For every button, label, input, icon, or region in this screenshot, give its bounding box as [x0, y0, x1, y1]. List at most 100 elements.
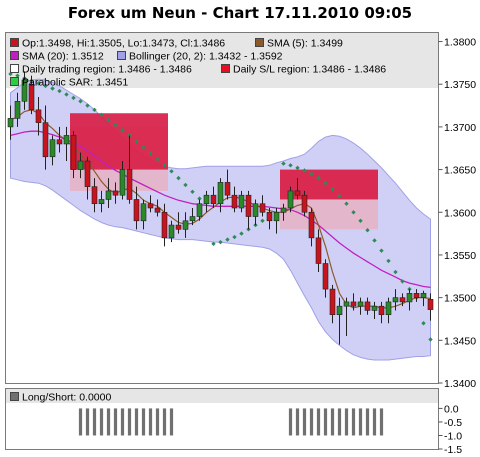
candle-body [49, 139, 56, 158]
price-tick-label: 1.3650 [444, 165, 476, 177]
candle-body [63, 135, 70, 145]
longshort-bar [106, 408, 111, 436]
sar-point [218, 239, 223, 245]
candle [42, 105, 49, 170]
longshort-bar [127, 408, 132, 436]
sub-legend-label: Long/Short: 0.0000 [22, 392, 111, 404]
sar-point [288, 163, 293, 168]
candle [364, 297, 371, 315]
sar-point [358, 218, 363, 224]
candle [315, 229, 322, 273]
sar-point [316, 175, 321, 181]
candle-body [182, 220, 189, 230]
longshort-bar [85, 408, 90, 436]
sub-legend-background [6, 389, 438, 403]
candles-layer [7, 71, 434, 345]
candle-body [21, 79, 28, 102]
longshort-bar [155, 408, 160, 436]
candle [371, 301, 378, 319]
candle [399, 293, 406, 307]
candle [252, 199, 259, 226]
candle-body [343, 301, 350, 307]
longshort-bar [358, 408, 363, 436]
candle-body [133, 199, 140, 222]
candle [91, 178, 98, 213]
candle [378, 301, 385, 324]
longshort-bar [99, 408, 104, 436]
price-tick-label: 1.3400 [444, 378, 476, 390]
candle [259, 195, 266, 217]
candle [49, 135, 56, 166]
candle [147, 195, 154, 213]
sar-point [239, 231, 244, 236]
longshort-bar [316, 408, 321, 436]
sar-point [141, 145, 146, 150]
candle-body [280, 207, 287, 213]
candle [343, 297, 350, 337]
candle [280, 203, 287, 221]
sar-point [113, 122, 118, 128]
sar-point [407, 286, 412, 292]
candle-body [308, 211, 315, 239]
candle-body [315, 237, 322, 264]
candle [350, 293, 357, 311]
sar-point [295, 165, 300, 171]
sar-point [148, 151, 153, 156]
candle [189, 208, 196, 226]
sar-point [281, 161, 286, 166]
sar-point [92, 107, 97, 113]
candle-body [371, 305, 378, 311]
sar-point [99, 112, 104, 118]
sar-point [190, 189, 195, 194]
sar-point [330, 187, 335, 192]
sar-point [64, 92, 69, 97]
longshort-bar [162, 408, 167, 436]
candle-body [98, 199, 105, 205]
candle-body [70, 135, 77, 170]
candle [357, 297, 364, 315]
longshort-bar [365, 408, 370, 436]
sar-point [393, 269, 398, 275]
longshort-bar [330, 408, 335, 436]
candle [119, 161, 126, 200]
sar-point [134, 139, 139, 144]
candle [413, 289, 420, 302]
candle-body [329, 288, 336, 316]
longshort-bar [169, 408, 174, 436]
sar-point [337, 193, 342, 199]
sar-point [155, 157, 160, 162]
sar-point [365, 227, 370, 233]
candle [385, 297, 392, 324]
sar-point [379, 248, 384, 253]
legend-entry-daily-sl: Daily S/L region: 1.3486 - 1.3486 [221, 64, 386, 76]
sar-point [260, 218, 265, 224]
candle-body [378, 305, 385, 316]
candle-body [427, 299, 434, 310]
sar-point [232, 234, 237, 240]
price-tick-label: 1.3600 [444, 207, 476, 219]
sar-point [50, 86, 55, 91]
candle [168, 220, 175, 243]
candle [140, 199, 147, 230]
candle-body [350, 301, 357, 307]
candle [63, 126, 70, 162]
longshort-bar [323, 408, 328, 436]
sar-point [253, 222, 258, 228]
candle [105, 178, 112, 208]
longshort-tick-label: -1.5 [444, 444, 462, 456]
candle-body [154, 207, 161, 213]
legend-entry-sma20: SMA (20): 1.3512 [10, 51, 104, 63]
longshort-bars [78, 408, 384, 436]
candle-body [210, 194, 217, 205]
candle-body [91, 186, 98, 205]
sar-point [386, 258, 391, 264]
candle-body [147, 203, 154, 209]
candle-body [105, 190, 112, 200]
candle-body [238, 194, 245, 209]
chart-title: Forex um Neun - Chart 17.11.2010 09:05 [67, 4, 413, 22]
candle [112, 182, 119, 204]
candle-body [84, 160, 91, 187]
longshort-axis: 0.0 -0.5-1.0 -1.5 [438, 403, 462, 456]
candle-body [231, 194, 238, 209]
candle [35, 97, 42, 136]
